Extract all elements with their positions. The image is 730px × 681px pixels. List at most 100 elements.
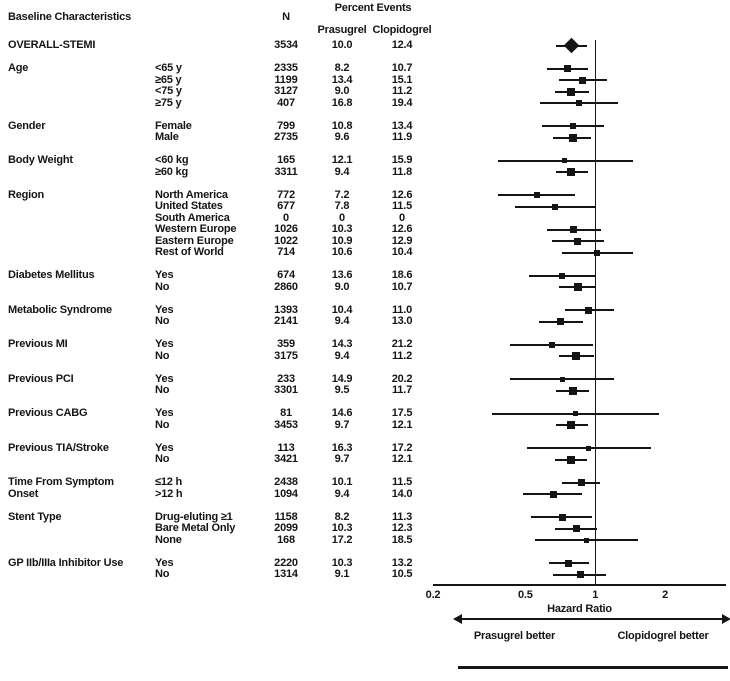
right-arrow-head <box>722 614 730 624</box>
hr-plot-cell <box>433 374 726 386</box>
hr-plot-cell <box>433 121 726 133</box>
hr-square-marker <box>551 203 558 210</box>
prasugrel-percent-value: 9.4 <box>334 349 350 362</box>
group-label <box>8 132 155 144</box>
group-label <box>8 454 155 466</box>
forest-row: ≥75 y 407 16.8 19.4 <box>0 96 730 110</box>
prasugrel-percent-value: 10.3 <box>331 522 353 534</box>
forest-row: OVERALL-STEMI 3534 10.0 12.4 <box>0 37 730 54</box>
hr-plot-cell <box>433 523 726 535</box>
prasugrel-percent-value: 0 <box>339 211 345 224</box>
n-value: 113 <box>277 441 295 454</box>
hr-plot-cell <box>433 213 726 225</box>
subgroup-label: No <box>155 453 170 465</box>
prasugrel-percent-value: 10.4 <box>331 303 353 316</box>
n-value: 674 <box>277 269 295 281</box>
subgroup-label: Yes <box>155 441 174 454</box>
forest-row: Eastern Europe 1022 10.9 12.9 <box>0 234 730 248</box>
subgroup-label: No <box>155 418 170 431</box>
hr-plot-cell <box>433 489 726 501</box>
n-value: 1393 <box>274 303 298 316</box>
x-axis-line <box>433 584 726 586</box>
hr-plot-cell <box>433 558 726 570</box>
hr-plot-cell <box>433 270 726 282</box>
hr-plot-cell <box>433 37 726 54</box>
subgroup-label: Yes <box>155 269 174 281</box>
hr-plot-cell <box>433 535 726 547</box>
hr-square-marker <box>573 283 582 292</box>
prasugrel-percent-value: 10.9 <box>331 234 353 247</box>
forest-row: Previous MI Yes 359 14.3 21.2 <box>0 338 730 351</box>
hr-plot-cell <box>433 305 726 317</box>
subgroup-label: Yes <box>155 303 174 316</box>
subgroup-label: No <box>155 280 170 293</box>
n-value: 3127 <box>274 85 298 97</box>
n-value: 2220 <box>274 556 298 569</box>
clopidogrel-percent-value: 14.0 <box>391 487 413 500</box>
group-label: Previous TIA/Stroke <box>8 441 109 454</box>
clopidogrel-percent-value: 12.6 <box>391 223 413 235</box>
hr-plot-cell <box>433 63 726 75</box>
x-axis-tick-label: 0.5 <box>517 589 533 601</box>
prasugrel-percent-value: 14.3 <box>331 338 353 350</box>
group-label <box>8 247 155 259</box>
clopidogrel-percent-value: 12.1 <box>391 418 413 431</box>
clopidogrel-percent-value: 11.3 <box>391 510 412 523</box>
prasugrel-percent-value: 9.4 <box>334 165 350 178</box>
subgroup-label: ≤12 h <box>155 476 183 488</box>
subgroup-label: Eastern Europe <box>155 234 234 247</box>
hr-square-marker <box>578 76 586 84</box>
subgroup-label: Western Europe <box>155 223 237 235</box>
n-value: 1026 <box>274 223 298 235</box>
group-label: Previous PCI <box>8 372 74 385</box>
subgroup-label: Drug-eluting ≥1 <box>155 510 233 523</box>
prasugrel-percent-value: 10.0 <box>331 39 353 51</box>
group-label: Onset <box>8 487 39 500</box>
prasugrel-percent-value: 10.6 <box>331 246 353 258</box>
clopidogrel-percent-value: 11.0 <box>391 303 412 316</box>
hr-plot-cell <box>433 316 726 328</box>
forest-row: Previous TIA/Stroke Yes 113 16.3 17.2 <box>0 441 730 455</box>
n-value: 2335 <box>274 62 298 74</box>
forest-row: Diabetes Mellitus Yes 674 13.6 18.6 <box>0 269 730 282</box>
clopidogrel-percent-value: 12.3 <box>391 522 413 534</box>
n-value: 168 <box>277 533 295 546</box>
n-value: 3453 <box>274 418 298 431</box>
hr-plot-cell <box>433 98 726 110</box>
forest-row: No 2141 9.4 13.0 <box>0 315 730 328</box>
forest-row: Gender Female 799 10.8 13.4 <box>0 120 730 133</box>
forest-row: Previous CABG Yes 81 14.6 17.5 <box>0 407 730 420</box>
prasugrel-percent-value: 8.2 <box>334 62 350 74</box>
n-value: 359 <box>277 338 295 350</box>
hr-plot-cell <box>433 477 726 489</box>
prasugrel-percent-value: 9.7 <box>334 418 350 431</box>
n-value: 3421 <box>274 453 298 465</box>
forest-row: Body Weight <60 kg 165 12.1 15.9 <box>0 154 730 167</box>
clopidogrel-percent-value: 15.1 <box>391 73 413 86</box>
clopidogrel-percent-value: 10.5 <box>391 568 413 580</box>
hr-square-marker <box>574 237 582 245</box>
group-label: Time From Symptom <box>8 476 114 488</box>
x-axis-ticks: 0.2 0.5 1 2 <box>426 589 726 601</box>
hr-plot-cell <box>433 282 726 294</box>
hr-square-marker <box>575 100 582 107</box>
subgroup-label: No <box>155 384 170 396</box>
left-arrow-head <box>453 614 462 624</box>
prasugrel-better-label: Prasugrel better <box>473 630 556 642</box>
x-axis-tick-label: 1 <box>592 589 599 601</box>
clopidogrel-percent-value: 19.4 <box>391 96 413 109</box>
n-value: 714 <box>277 246 295 258</box>
forest-row: Onset >12 h 1094 9.4 14.0 <box>0 487 730 501</box>
group-label <box>8 75 155 87</box>
subgroup-label: <60 kg <box>155 154 189 166</box>
subgroup-label: <65 y <box>155 62 182 74</box>
x-axis-tick-label: 0.2 <box>425 589 441 601</box>
forest-row: Time From Symptom ≤12 h 2438 10.1 11.5 <box>0 476 730 489</box>
group-label: Previous MI <box>8 338 68 350</box>
subgroup-label: Yes <box>155 556 174 569</box>
hr-square-marker <box>559 272 566 279</box>
group-label <box>8 201 155 213</box>
subgroup-label: Male <box>155 131 179 143</box>
hr-square-marker <box>567 455 576 464</box>
n-value: 407 <box>277 96 295 109</box>
